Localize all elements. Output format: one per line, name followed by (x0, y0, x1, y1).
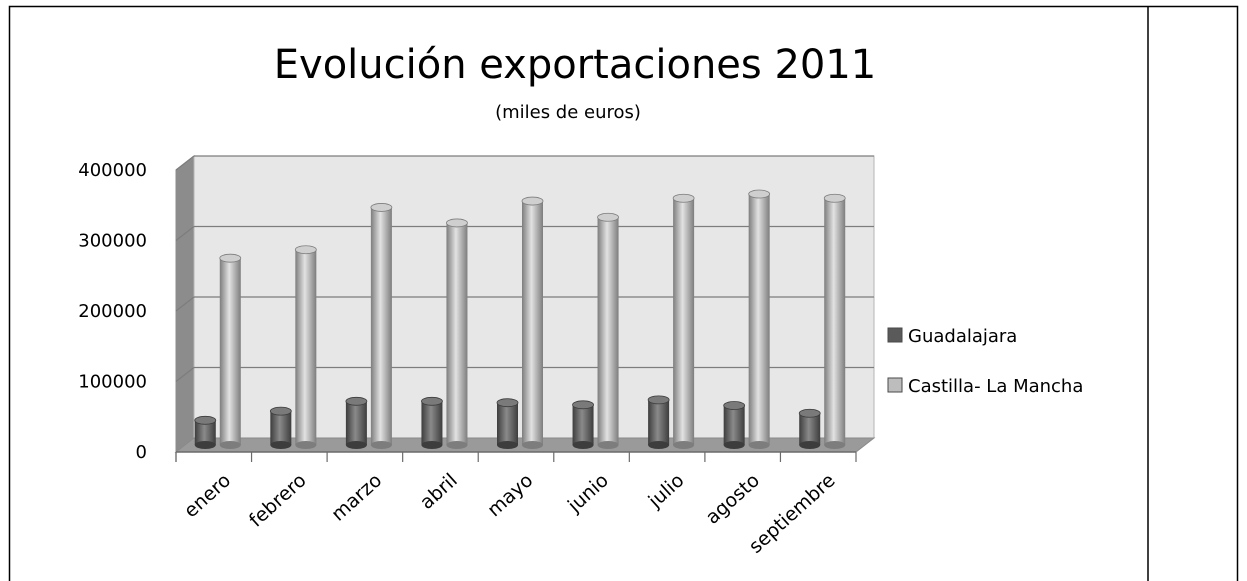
bar-base (497, 441, 518, 449)
bar-base (723, 441, 745, 449)
bar-body (824, 198, 846, 445)
bar-top (672, 193, 695, 203)
bar-body (799, 413, 821, 445)
y-tick-label: 400000 (78, 160, 147, 181)
bar-castilla-la-mancha-marzo (370, 203, 393, 449)
bar-base (295, 441, 317, 449)
bar-top (421, 396, 443, 406)
bar-top (572, 400, 594, 410)
bar-castilla-la-mancha-julio (672, 193, 695, 449)
bar-body (446, 222, 468, 445)
bar-body (748, 194, 770, 445)
bar-base (522, 441, 543, 449)
bar-guadalajara-julio (647, 395, 670, 449)
bar-body (723, 405, 745, 445)
bar-top (269, 406, 292, 416)
y-tick-label: 100000 (78, 372, 147, 393)
bar-base (572, 441, 594, 449)
bar-base (597, 441, 619, 449)
chart-title: Evolución exportaciones 2011 (274, 42, 877, 88)
bar-base (270, 441, 292, 449)
bar-top (823, 193, 846, 203)
bar-body (345, 401, 367, 445)
bar-body (421, 401, 443, 445)
bar-base (748, 441, 770, 449)
bar-castilla-la-mancha-mayo (521, 196, 544, 449)
bar-castilla-la-mancha-junio (597, 212, 619, 449)
bar-top (647, 395, 670, 405)
bar-body (597, 217, 619, 445)
bar-body (270, 411, 292, 445)
bar-base (345, 441, 367, 449)
bar-base (370, 441, 392, 449)
bar-base (824, 441, 846, 449)
bar-base (648, 441, 670, 449)
bar-top (748, 189, 771, 199)
bar-castilla-la-mancha-febrero (294, 245, 317, 449)
bar-top (521, 196, 544, 206)
bar-body (194, 420, 216, 445)
bar-body (219, 258, 241, 445)
bar-base (799, 441, 821, 449)
bar-castilla-la-mancha-enero (219, 253, 242, 449)
bar-guadalajara-mayo (496, 398, 519, 449)
legend-label: Castilla- La Mancha (908, 376, 1083, 397)
bar-guadalajara-septiembre (798, 408, 821, 449)
bar-top (446, 218, 468, 228)
bar-base (421, 441, 443, 449)
bar-castilla-la-mancha-agosto (748, 189, 771, 449)
bar-top (798, 408, 821, 418)
y-tick-label: 300000 (78, 231, 147, 252)
y-tick-label: 0 (136, 442, 147, 463)
bar-body (370, 207, 392, 445)
bar-guadalajara-agosto (723, 401, 746, 449)
bar-guadalajara-marzo (345, 396, 368, 449)
legend-label: Guadalajara (908, 326, 1017, 347)
bar-base (673, 441, 695, 449)
bar-top (194, 415, 217, 425)
bar-top (219, 253, 242, 263)
legend-swatch (887, 327, 903, 343)
y-tick-label: 200000 (78, 301, 147, 322)
bar-top (597, 212, 619, 222)
bar-guadalajara-febrero (269, 406, 292, 449)
legend: Guadalajara Castilla- La Mancha (887, 326, 1083, 397)
chart-subtitle: (miles de euros) (495, 102, 641, 123)
legend-swatch (887, 377, 903, 393)
bar-top (345, 396, 368, 406)
bar-body (673, 198, 695, 445)
bar-base (194, 441, 216, 449)
bar-base (446, 441, 468, 449)
bar-top (294, 245, 317, 255)
bar-body (522, 201, 543, 445)
bar-body (572, 404, 594, 445)
bar-body (648, 399, 670, 445)
bar-body (295, 249, 317, 445)
bar-guadalajara-junio (572, 400, 594, 449)
bar-top (496, 398, 519, 408)
bar-top (723, 401, 746, 410)
gridline-side (175, 226, 195, 241)
bar-castilla-la-mancha-abril (446, 218, 468, 449)
bar-guadalajara-enero (194, 415, 217, 449)
bar-guadalajara-abril (421, 396, 443, 449)
bar-top (370, 203, 393, 212)
bar-body (497, 402, 518, 445)
gridline-side (175, 367, 195, 382)
gridline-side (175, 296, 195, 312)
bar-castilla-la-mancha-septiembre (823, 193, 846, 449)
bar-base (219, 441, 241, 449)
gridline-side (175, 155, 195, 171)
